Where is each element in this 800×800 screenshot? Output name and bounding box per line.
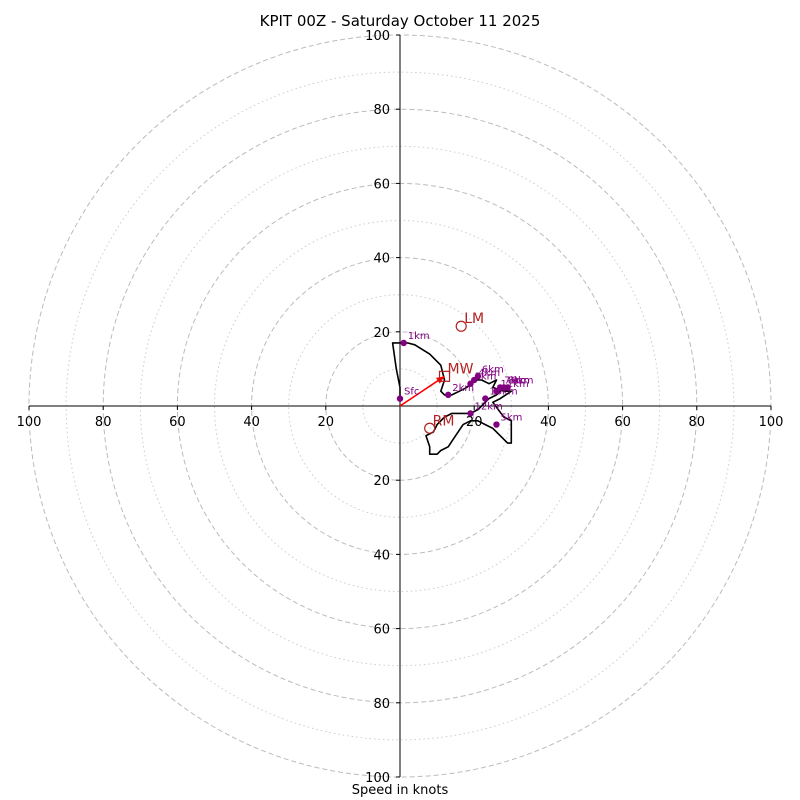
x-tick-label: 20 bbox=[466, 415, 483, 430]
x-tick-label: 100 bbox=[759, 415, 784, 430]
level-9km-label: 9km bbox=[512, 375, 534, 386]
storm-motion-lm-marker bbox=[455, 320, 467, 332]
mean-wind-vector-line bbox=[399, 375, 445, 407]
y-tick-label: 20 bbox=[373, 326, 390, 341]
y-tick-label: 40 bbox=[373, 548, 390, 563]
x-tick-label: 20 bbox=[318, 415, 335, 430]
level-11km-label: 11km bbox=[500, 379, 528, 390]
level-4km-label: 4km bbox=[478, 368, 500, 379]
storm-motion-lm-label: LM bbox=[464, 311, 484, 327]
chart-title: KPIT 00Z - Saturday October 11 2025 bbox=[259, 12, 541, 30]
level-1km-label: 1km bbox=[408, 331, 430, 342]
level-2km-label: 2km bbox=[452, 383, 474, 394]
level-1km-point bbox=[400, 339, 407, 347]
x-tick-label: 40 bbox=[243, 415, 260, 430]
y-tick-label: 100 bbox=[365, 29, 390, 44]
hodograph-trace-group bbox=[391, 342, 513, 456]
storm-motion-mw-marker bbox=[438, 370, 451, 382]
level-12km-point bbox=[467, 410, 474, 417]
level-3km-label: 3km bbox=[474, 372, 496, 383]
x-tick-label: 80 bbox=[689, 415, 706, 430]
x-tick-label: 60 bbox=[614, 415, 631, 430]
y-tick-label: 20 bbox=[373, 474, 390, 489]
hodograph-line bbox=[391, 342, 513, 456]
x-tick-label: 80 bbox=[95, 415, 112, 430]
level-5km-label: 5km bbox=[500, 413, 522, 424]
mean-wind-vector-arrowhead bbox=[435, 376, 445, 384]
x-tick-label: 60 bbox=[169, 415, 186, 430]
level-10km-label: 10km bbox=[489, 387, 517, 398]
y-tick-label: 80 bbox=[373, 697, 390, 712]
level-12km-label: 12km bbox=[474, 401, 502, 412]
axis-ticks: 100 80 60 40 20 20 40 60 80 100 100 80 60 40 20 20 40 60 8… bbox=[17, 29, 784, 786]
level-sfc-point bbox=[396, 395, 404, 402]
level-10km-point bbox=[482, 395, 489, 402]
x-tick-label: 100 bbox=[17, 415, 42, 430]
storm-motion-rm-marker bbox=[424, 422, 436, 434]
level-sfc-label: Sfc bbox=[404, 387, 419, 398]
x-axis-label: Speed in knots bbox=[351, 783, 449, 798]
level-11km-point bbox=[493, 387, 500, 395]
y-tick-label: 60 bbox=[373, 623, 390, 638]
level-6km-point bbox=[474, 373, 482, 380]
storm-motion-markers: LM MW RM bbox=[424, 311, 484, 434]
mean-wind-vector-group bbox=[399, 375, 445, 407]
x-tick-label: 40 bbox=[540, 415, 557, 430]
y-tick-label: 80 bbox=[373, 103, 390, 118]
level-5km-point bbox=[493, 421, 500, 428]
level-8km-label: 8km bbox=[508, 375, 530, 386]
level-7km-label: 7km bbox=[504, 375, 526, 386]
storm-motion-mw-label: MW bbox=[448, 361, 474, 377]
y-tick-label: 100 bbox=[365, 771, 390, 786]
level-2km-point bbox=[445, 391, 452, 399]
storm-motion-rm-label: RM bbox=[433, 413, 455, 429]
level-6km-label: 6km bbox=[482, 364, 504, 375]
y-tick-label: 40 bbox=[373, 252, 390, 267]
y-tick-label: 60 bbox=[373, 177, 390, 192]
level-9km-point bbox=[504, 384, 511, 391]
